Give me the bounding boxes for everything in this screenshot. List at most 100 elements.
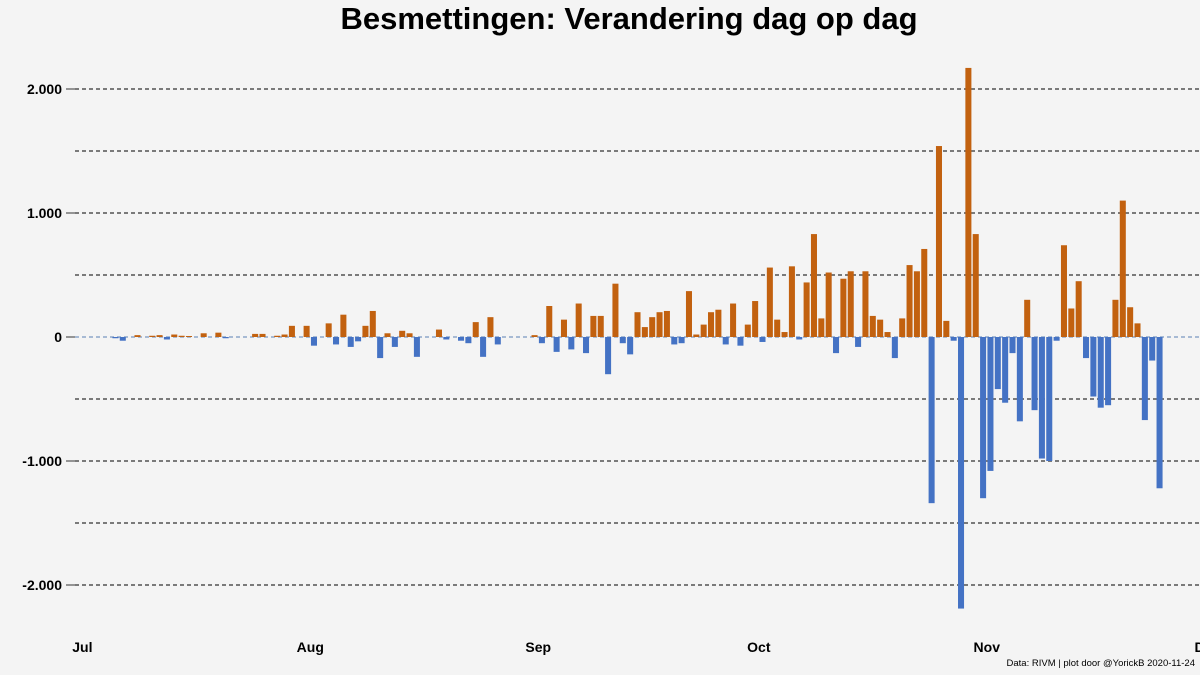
bar-increase <box>281 334 288 337</box>
bar-increase <box>1127 307 1134 337</box>
bar-increase <box>752 301 759 337</box>
x-tick-label: Oct <box>747 639 771 655</box>
bar-decrease <box>891 337 898 359</box>
bar-decrease <box>163 337 170 340</box>
bar-decrease <box>1009 337 1016 354</box>
bar-increase <box>274 335 281 337</box>
bar-increase <box>744 324 751 337</box>
bar-increase <box>362 325 369 337</box>
bar-decrease <box>538 337 545 344</box>
bar-increase <box>935 146 942 337</box>
bar-increase <box>406 333 413 337</box>
bar-decrease <box>1105 337 1112 406</box>
bar-decrease <box>994 337 1001 390</box>
bar-increase <box>641 327 648 337</box>
chart-title: Besmettingen: Verandering dag op dag <box>340 1 917 36</box>
bar-increase <box>906 265 913 337</box>
bar-decrease <box>1016 337 1023 422</box>
bar-increase <box>921 248 928 337</box>
bar-increase <box>156 335 163 337</box>
bar-increase <box>384 333 391 337</box>
x-axis: Jul Aug Sep Oct Nov Dec <box>72 639 1200 655</box>
bar-increase <box>656 312 663 337</box>
bar-increase <box>340 314 347 337</box>
bar-increase <box>472 322 479 337</box>
bar-decrease <box>958 337 965 609</box>
bar-decrease <box>619 337 626 344</box>
bar-decrease <box>355 337 362 342</box>
bar-decrease <box>1156 337 1163 489</box>
bar-decrease <box>568 337 575 350</box>
bar-decrease <box>480 337 487 357</box>
bar-increase <box>560 319 567 337</box>
bar-decrease <box>1097 337 1104 408</box>
bar-increase <box>1060 245 1067 337</box>
bar-increase <box>369 310 376 337</box>
bar-decrease <box>583 337 590 354</box>
bar-increase <box>781 332 788 337</box>
bar-decrease <box>333 337 340 345</box>
bar-increase <box>215 332 222 337</box>
bar-decrease <box>443 337 450 340</box>
bar-increase <box>1024 299 1031 337</box>
bar-increase <box>884 332 891 337</box>
bar-decrease <box>494 337 501 345</box>
bar-decrease <box>465 337 472 344</box>
bar-decrease <box>722 337 729 345</box>
bar-increase <box>134 335 141 337</box>
bar-increase <box>149 335 156 337</box>
y-tick-label: 2.000 <box>27 81 62 97</box>
bar-increase <box>303 325 310 337</box>
bar-increase <box>1119 200 1126 337</box>
bar-increase <box>1068 308 1075 337</box>
bar-decrease <box>796 337 803 340</box>
bar-increase <box>730 303 737 337</box>
bar-increase <box>612 283 619 337</box>
bar-decrease <box>119 337 126 341</box>
bar-increase <box>943 320 950 337</box>
bar-increase <box>185 336 192 337</box>
bar-decrease <box>987 337 994 471</box>
bar-decrease <box>671 337 678 345</box>
bar-increase <box>634 312 641 337</box>
bar-increase <box>774 319 781 337</box>
bar-increase <box>288 325 295 337</box>
bar-decrease <box>1002 337 1009 403</box>
chart-caption: Data: RIVM | plot door @YorickB 2020-11-… <box>1007 658 1195 669</box>
y-tick-label: 1.000 <box>27 205 62 221</box>
bar-decrease <box>310 337 317 346</box>
bar-decrease <box>737 337 744 346</box>
bar-increase <box>700 324 707 337</box>
bar-increase <box>862 271 869 337</box>
bar-increase <box>877 319 884 337</box>
bar-increase <box>899 318 906 337</box>
bar-increase <box>803 282 810 337</box>
bar-decrease <box>222 337 229 339</box>
bar-increase <box>487 317 494 337</box>
bar-increase <box>546 306 553 337</box>
x-tick-label: Sep <box>525 639 551 655</box>
bar-decrease <box>347 337 354 347</box>
bars <box>112 67 1163 609</box>
bar-increase <box>325 323 332 337</box>
bar-decrease <box>458 337 465 341</box>
y-axis: 2.000 1.000 0 -1.000 -2.000 <box>22 81 75 593</box>
bar-increase <box>575 303 582 337</box>
bar-increase <box>259 333 266 337</box>
bar-increase <box>913 271 920 337</box>
bar-increase <box>840 278 847 337</box>
bar-increase <box>200 333 207 337</box>
x-tick-label: Nov <box>974 639 1001 655</box>
bar-decrease <box>855 337 862 347</box>
bar-decrease <box>1038 337 1045 459</box>
bar-decrease <box>1090 337 1097 397</box>
bar-decrease <box>112 337 119 339</box>
bar-decrease <box>1031 337 1038 411</box>
bar-increase <box>810 234 817 337</box>
y-tick-label: -1.000 <box>22 453 62 469</box>
bar-increase <box>178 335 185 337</box>
x-tick-label: Jul <box>72 639 92 655</box>
bar-increase <box>708 312 715 337</box>
bar-increase <box>663 310 670 337</box>
